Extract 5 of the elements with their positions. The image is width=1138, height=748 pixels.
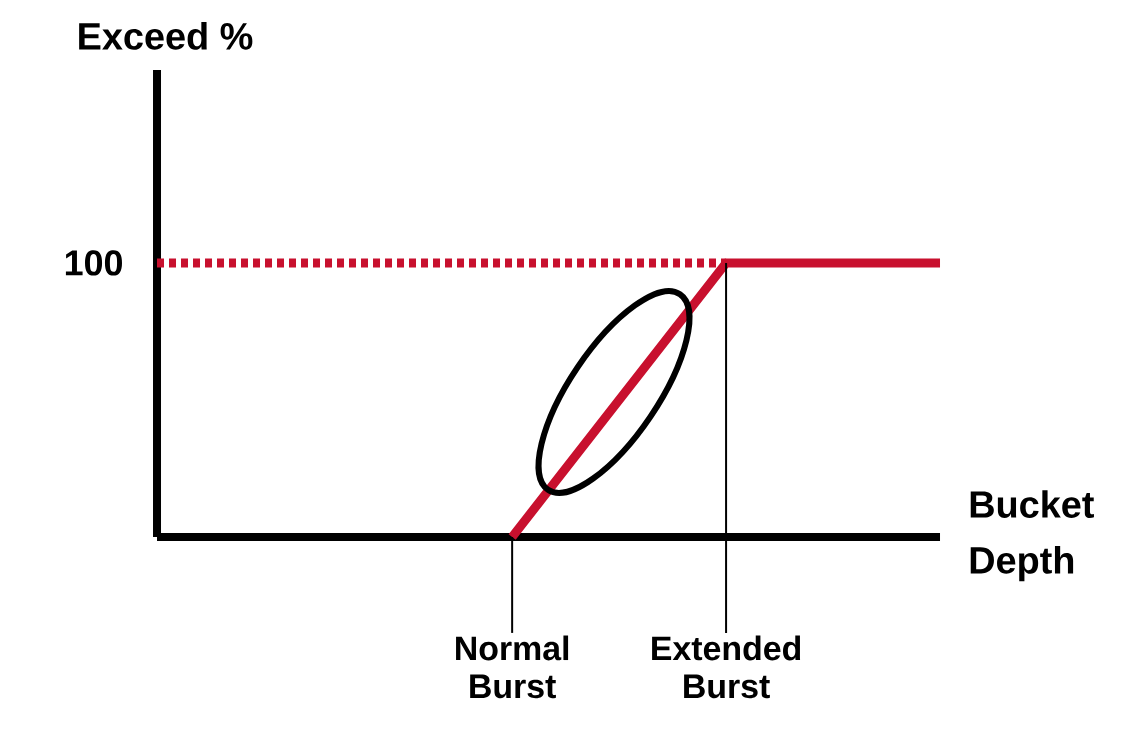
text: Exceed % — [79, 21, 253, 50]
ref-line-label: 100 — [65, 250, 122, 276]
x-tick-label: Normal Burst — [456, 635, 569, 699]
x-tick-label: Extended Burst — [652, 635, 801, 699]
x-axis-title: Bucket Depth — [970, 490, 1094, 582]
